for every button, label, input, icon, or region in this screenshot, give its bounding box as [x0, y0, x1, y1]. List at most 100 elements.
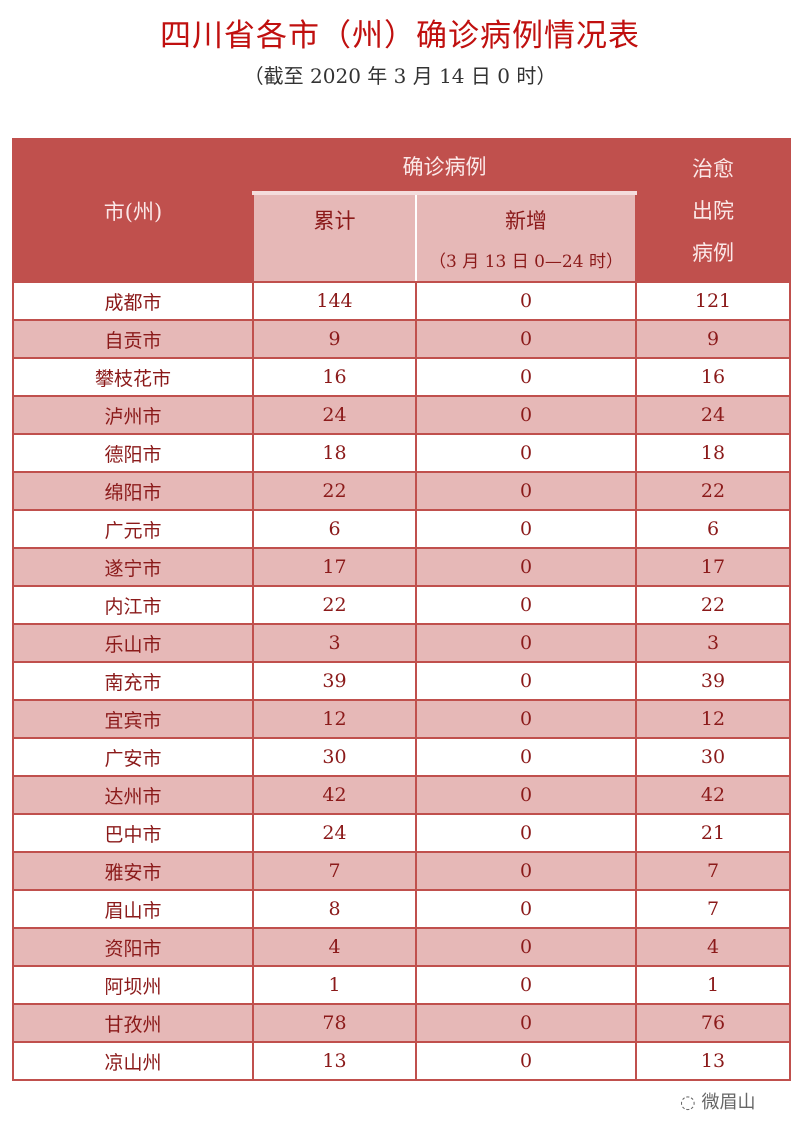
cell-recovered: 24 [635, 395, 791, 435]
cell-new: 0 [415, 471, 637, 511]
table-row: 乐山市 3 0 3 [12, 623, 791, 663]
cell-new: 0 [415, 1041, 637, 1081]
cell-city: 自贡市 [12, 319, 254, 359]
cell-recovered: 30 [635, 737, 791, 777]
header-recovered: 治愈出院病例 [635, 138, 791, 283]
cell-new: 0 [415, 623, 637, 663]
cell-city: 成都市 [12, 281, 254, 321]
table-row: 雅安市 7 0 7 [12, 851, 791, 891]
cell-city: 泸州市 [12, 395, 254, 435]
cell-cumulative: 12 [252, 699, 417, 739]
header-new: 新增 （3 月 13 日 0—24 时） [415, 191, 637, 283]
cell-cumulative: 42 [252, 775, 417, 815]
cell-city: 阿坝州 [12, 965, 254, 1005]
cell-recovered: 39 [635, 661, 791, 701]
cell-new: 0 [415, 433, 637, 473]
table-row: 广元市 6 0 6 [12, 509, 791, 549]
cell-new: 0 [415, 775, 637, 815]
cell-city: 宜宾市 [12, 699, 254, 739]
cell-cumulative: 22 [252, 471, 417, 511]
cell-new: 0 [415, 357, 637, 397]
table-row: 德阳市 18 0 18 [12, 433, 791, 473]
table-row: 巴中市 24 0 21 [12, 813, 791, 853]
cell-cumulative: 18 [252, 433, 417, 473]
cell-cumulative: 22 [252, 585, 417, 625]
watermark-text: 微眉山 [701, 1092, 756, 1113]
table-row: 南充市 39 0 39 [12, 661, 791, 701]
cell-recovered: 1 [635, 965, 791, 1005]
cell-cumulative: 24 [252, 813, 417, 853]
watermark: ◌ 微眉山 [680, 1088, 756, 1114]
cell-city: 雅安市 [12, 851, 254, 891]
cell-recovered: 16 [635, 357, 791, 397]
cell-recovered: 76 [635, 1003, 791, 1043]
page-subtitle: （截至 2020 年 3 月 14 日 0 时） [243, 64, 557, 88]
cell-new: 0 [415, 319, 637, 359]
table-row: 眉山市 8 0 7 [12, 889, 791, 929]
table-row: 资阳市 4 0 4 [12, 927, 791, 967]
cell-city: 凉山州 [12, 1041, 254, 1081]
cell-recovered: 12 [635, 699, 791, 739]
cell-recovered: 22 [635, 585, 791, 625]
cell-cumulative: 1 [252, 965, 417, 1005]
table-row: 内江市 22 0 22 [12, 585, 791, 625]
cell-recovered: 7 [635, 851, 791, 891]
cell-new: 0 [415, 1003, 637, 1043]
cell-city: 达州市 [12, 775, 254, 815]
cell-city: 巴中市 [12, 813, 254, 853]
header-recovered-label: 治愈出院病例 [692, 156, 734, 265]
cell-city: 绵阳市 [12, 471, 254, 511]
header-cumulative: 累计 [252, 191, 417, 283]
table-row: 泸州市 24 0 24 [12, 395, 791, 435]
cell-new: 0 [415, 585, 637, 625]
cell-cumulative: 16 [252, 357, 417, 397]
cell-new: 0 [415, 813, 637, 853]
cell-cumulative: 6 [252, 509, 417, 549]
cell-recovered: 21 [635, 813, 791, 853]
cell-city: 乐山市 [12, 623, 254, 663]
cell-new: 0 [415, 547, 637, 587]
cell-recovered: 42 [635, 775, 791, 815]
cell-cumulative: 4 [252, 927, 417, 967]
cell-cumulative: 17 [252, 547, 417, 587]
cell-cumulative: 24 [252, 395, 417, 435]
table-row: 凉山州 13 0 13 [12, 1041, 791, 1081]
table-row: 攀枝花市 16 0 16 [12, 357, 791, 397]
cell-cumulative: 3 [252, 623, 417, 663]
cell-city: 攀枝花市 [12, 357, 254, 397]
cell-recovered: 6 [635, 509, 791, 549]
table-row: 阿坝州 1 0 1 [12, 965, 791, 1005]
cell-cumulative: 30 [252, 737, 417, 777]
cell-cumulative: 7 [252, 851, 417, 891]
table-row: 遂宁市 17 0 17 [12, 547, 791, 587]
cell-cumulative: 39 [252, 661, 417, 701]
cell-city: 资阳市 [12, 927, 254, 967]
table-row: 达州市 42 0 42 [12, 775, 791, 815]
cell-cumulative: 144 [252, 281, 417, 321]
cell-new: 0 [415, 889, 637, 929]
cell-new: 0 [415, 509, 637, 549]
cell-new: 0 [415, 699, 637, 739]
table-row: 广安市 30 0 30 [12, 737, 791, 777]
table-row: 甘孜州 78 0 76 [12, 1003, 791, 1043]
cell-city: 遂宁市 [12, 547, 254, 587]
cell-city: 内江市 [12, 585, 254, 625]
table-row: 成都市 144 0 121 [12, 281, 791, 321]
cell-recovered: 22 [635, 471, 791, 511]
cell-cumulative: 8 [252, 889, 417, 929]
cell-new: 0 [415, 927, 637, 967]
cell-city: 广安市 [12, 737, 254, 777]
header-new-label: 新增 [505, 209, 547, 234]
cases-table: 市(州) 确诊病例 治愈出院病例 累计 新增 （3 月 13 日 0—24 时） … [12, 137, 791, 1081]
cell-recovered: 9 [635, 319, 791, 359]
cell-new: 0 [415, 737, 637, 777]
cell-new: 0 [415, 851, 637, 891]
wechat-icon: ◌ [680, 1092, 696, 1113]
header-city: 市(州) [12, 138, 254, 283]
cell-recovered: 18 [635, 433, 791, 473]
cell-recovered: 4 [635, 927, 791, 967]
page-title: 四川省各市（州）确诊病例情况表 [160, 18, 640, 54]
cell-new: 0 [415, 281, 637, 321]
table-row: 自贡市 9 0 9 [12, 319, 791, 359]
cell-new: 0 [415, 395, 637, 435]
